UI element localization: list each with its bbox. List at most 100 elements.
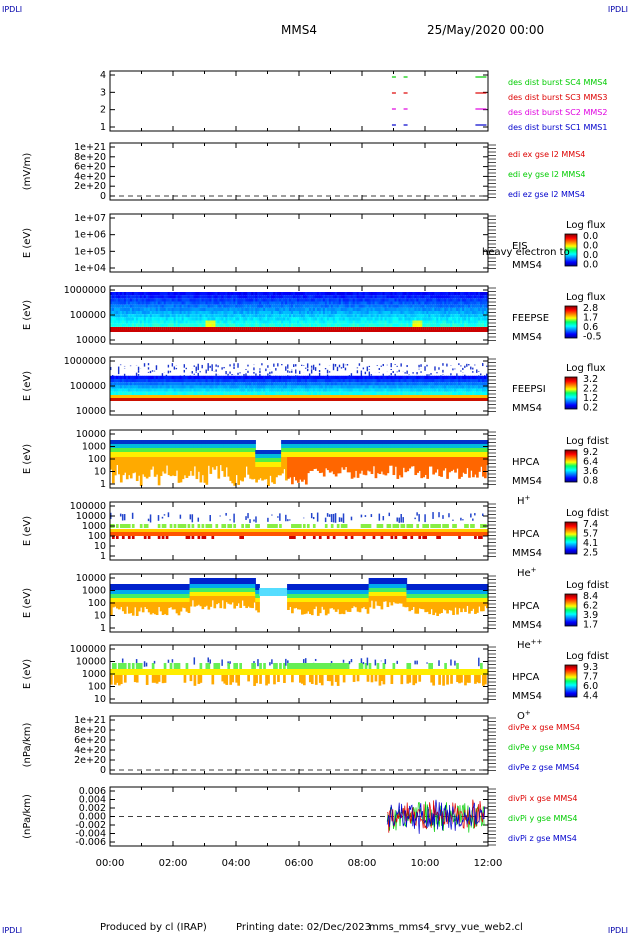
spectrogram-image — [110, 440, 489, 486]
x-tick-label: 06:00 — [285, 858, 314, 869]
colorbar-tick-label: 1.7 — [583, 620, 598, 631]
x-tick-label: 04:00 — [222, 858, 251, 869]
y-tick-label: 10000 — [76, 429, 106, 440]
y-tick-label: 1 — [100, 623, 106, 634]
colorbar-tick-label: 2.5 — [583, 548, 598, 559]
y-tick-label: 0.000 — [79, 812, 106, 823]
y-tick-label: 0.002 — [79, 803, 106, 814]
instrument-label: EIS — [512, 241, 528, 252]
colorbar — [564, 305, 578, 339]
colorbar-tick-label: 2.8 — [583, 303, 598, 314]
panel-feepse: 1000000 100000 10000 E (eV) FEEPSE MMS4 Log fl… — [22, 285, 606, 346]
spacecraft-title: MMS4 — [281, 23, 317, 37]
y-axis-label: E (eV) — [22, 588, 33, 618]
colorbar-tick-label: 3.2 — [583, 374, 598, 385]
colorbar-tick-label: 9.2 — [583, 447, 598, 458]
panel-burst-frame — [109, 70, 489, 132]
panel-feepsi: 1000000 100000 10000 E (eV) FEEPSI MMS4 Log fl… — [22, 356, 606, 417]
colorbar-tick-label: 4.4 — [583, 691, 598, 702]
instrument-label: FEEPSI — [512, 384, 546, 395]
y-tick-label: 100 — [88, 598, 106, 609]
x-tick-label: 00:00 — [96, 858, 125, 869]
y-tick-label: 1e+07 — [74, 213, 106, 224]
y-tick-label: 100000 — [70, 644, 106, 655]
y-tick-label: 100000 — [70, 501, 106, 512]
y-tick-label: 10000 — [76, 573, 106, 584]
y-tick-label: 1 — [100, 122, 106, 133]
y-tick-label: 0 — [100, 765, 106, 776]
spacecraft-label: MMS4 — [512, 691, 542, 702]
y-axis-label: E (eV) — [22, 228, 33, 258]
y-tick-label: 1e+21 — [74, 715, 106, 726]
footer-produced-by: Produced by cl (IRAP) — [100, 922, 207, 933]
species-label: He+ — [517, 566, 537, 579]
footer-printing-date: Printing date: 02/Dec/2023 — [236, 922, 371, 933]
instrument-label: FEEPSE — [512, 313, 549, 324]
y-tick-label: 4 — [100, 70, 106, 81]
series-label: divPe z gse MMS4 — [508, 763, 579, 772]
corner-label-bottom-right: IPDLI — [608, 926, 628, 934]
series-label: divPi y gse MMS4 — [508, 814, 577, 823]
colorbar-tick-label: 0.6 — [583, 322, 598, 333]
colorbar-tick-label: 6.0 — [583, 681, 598, 692]
colorbar-tick-label: 0.8 — [583, 476, 598, 487]
species-label: O+ — [517, 709, 531, 722]
series-label: des dist burst SC4 MMS4 — [508, 78, 607, 87]
y-tick-label: 0.004 — [79, 795, 106, 806]
y-tick-label: 6e+20 — [74, 162, 106, 173]
y-tick-label: 100 — [88, 531, 106, 542]
y-tick-label: 100000 — [70, 381, 106, 392]
y-tick-label: 10000 — [76, 657, 106, 668]
y-tick-label: 1000000 — [64, 285, 106, 296]
colorbar-tick-label: 1.7 — [583, 313, 598, 324]
colorbar-tick-label: 6.2 — [583, 601, 598, 612]
colorbar — [564, 449, 578, 483]
spectrogram-image — [110, 657, 489, 686]
colorbar-tick-label: 3.6 — [583, 466, 598, 477]
y-tick-label: 100000 — [70, 310, 106, 321]
y-axis-label: (nPa/km) — [22, 723, 33, 768]
colorbar-tick-label: 0.0 — [583, 231, 598, 242]
y-tick-label: 10 — [94, 611, 106, 622]
colorbar — [564, 593, 578, 627]
y-axis-label: E (eV) — [22, 444, 33, 474]
colorbar — [564, 664, 578, 698]
spacecraft-label: MMS4 — [512, 332, 542, 343]
series-label: divPe x gse MMS4 — [508, 723, 580, 732]
y-tick-label: -0.004 — [75, 829, 106, 840]
instrument-label: HPCA — [512, 529, 540, 540]
y-tick-label: 1000 — [82, 521, 106, 532]
y-tick-label: 10 — [94, 467, 106, 478]
y-tick-label: 1e+04 — [74, 263, 106, 274]
colorbar-tick-label: 5.7 — [583, 529, 598, 540]
colorbar-tick-label: 0.0 — [583, 250, 598, 261]
species-label: He++ — [517, 638, 543, 651]
y-tick-label: 4e+20 — [74, 745, 106, 756]
y-tick-label: 1000 — [82, 586, 106, 597]
y-axis-label: (nPa/km) — [22, 794, 33, 839]
y-tick-label: 2e+20 — [74, 181, 106, 192]
y-tick-label: 2 — [100, 105, 106, 116]
y-tick-label: 1e+21 — [74, 142, 106, 153]
colorbar-title: Log fdist — [566, 508, 609, 519]
colorbar-title: Log flux — [566, 363, 606, 374]
panel-burst: 4 3 2 1 des dist burst SC1 MMS1 des dist burs… — [100, 70, 607, 133]
colorbar-tick-label: 0.2 — [583, 403, 598, 414]
colorbar-tick-label: 4.1 — [583, 538, 598, 549]
instrument-label: HPCA — [512, 672, 540, 683]
y-tick-label: -0.002 — [75, 820, 106, 831]
colorbar-tick-label: 0.0 — [583, 260, 598, 271]
y-tick-label: 1e+06 — [74, 230, 106, 241]
series-label: divPi z gse MMS4 — [508, 834, 577, 843]
instrument-label: HPCA — [512, 457, 540, 468]
spacecraft-label: MMS4 — [512, 620, 542, 631]
corner-label-top-left: IPDLI — [2, 5, 22, 14]
y-tick-label: 1000 — [82, 442, 106, 453]
colorbar — [564, 521, 578, 555]
panel-edi-frame — [109, 142, 489, 201]
